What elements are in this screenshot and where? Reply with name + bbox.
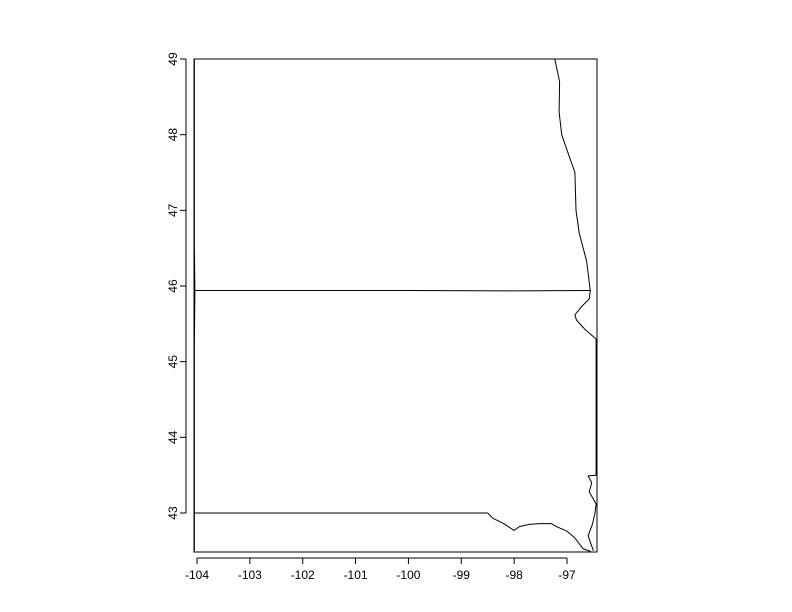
x-tick-label: -99 xyxy=(453,568,471,582)
y-ticks: 43 44 45 46 47 48 49 xyxy=(166,52,186,520)
x-tick-label: -97 xyxy=(558,568,576,582)
boundary-line-3 xyxy=(554,58,597,340)
x-ticks: -104 -103 -102 -101 -100 -99 -98 -97 xyxy=(185,558,576,582)
boundary-line-4 xyxy=(587,339,597,551)
x-tick-label: -98 xyxy=(505,568,523,582)
y-axis: 43 44 45 46 47 48 49 xyxy=(166,52,187,520)
x-tick-label: -100 xyxy=(396,568,420,582)
x-tick-label: -104 xyxy=(185,568,209,582)
y-tick-label: 46 xyxy=(166,279,180,293)
x-tick-label: -102 xyxy=(291,568,315,582)
boundaries xyxy=(193,58,597,553)
y-tick-label: 44 xyxy=(166,430,180,444)
y-tick-label: 48 xyxy=(166,128,180,142)
y-tick-label: 47 xyxy=(166,203,180,217)
y-tick-label: 45 xyxy=(166,355,180,369)
x-tick-label: -101 xyxy=(344,568,368,582)
y-tick-label: 49 xyxy=(166,52,180,66)
boundary-line-1 xyxy=(194,512,591,553)
x-axis: -104 -103 -102 -101 -100 -99 -98 -97 xyxy=(185,557,576,582)
x-tick-label: -103 xyxy=(238,568,262,582)
y-tick-label: 43 xyxy=(166,506,180,520)
boundary-line-2 xyxy=(193,59,196,551)
plot-frame xyxy=(193,58,598,553)
